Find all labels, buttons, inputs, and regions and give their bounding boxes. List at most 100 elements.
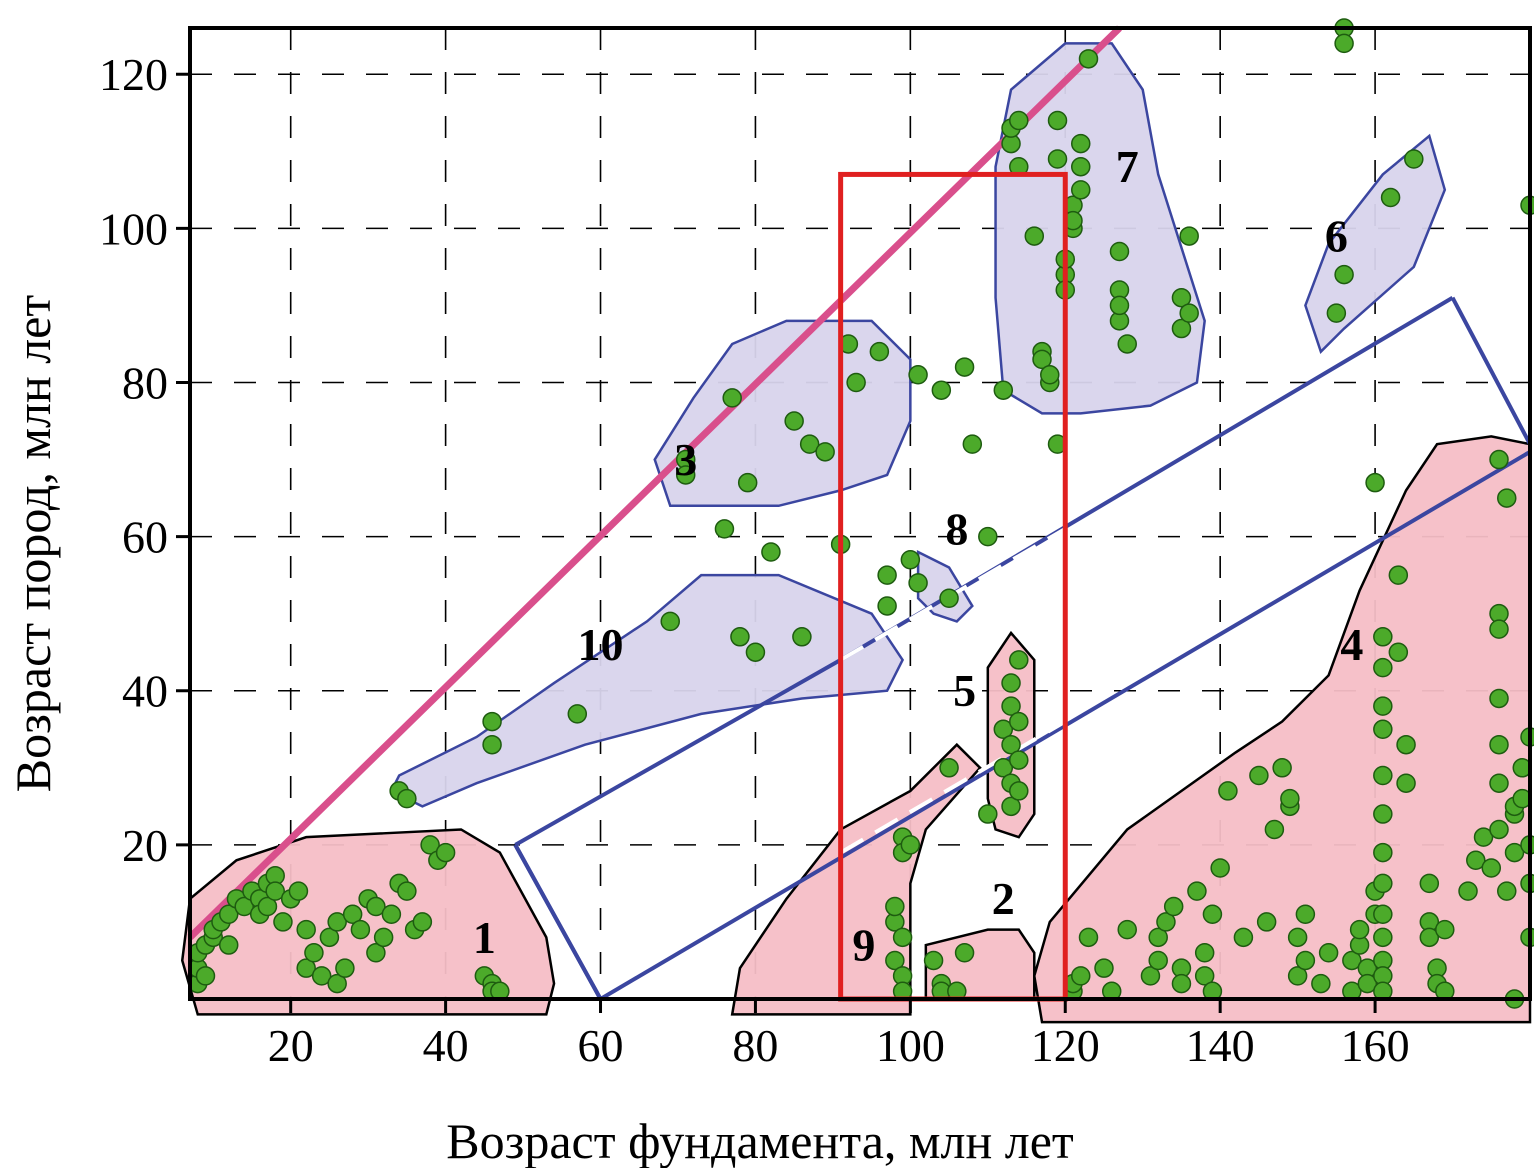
- region-3-polygon: [653, 319, 912, 508]
- data-point: [1218, 781, 1238, 801]
- data-point: [978, 526, 998, 547]
- data-point: [1171, 973, 1192, 994]
- data-point: [366, 943, 386, 963]
- data-point: [1334, 33, 1354, 54]
- data-point: [319, 927, 340, 948]
- data-point: [1520, 835, 1534, 855]
- data-point: [1264, 819, 1285, 840]
- data-point: [1249, 765, 1269, 786]
- data-point: [885, 950, 905, 971]
- data-point: [1194, 966, 1215, 986]
- data-point: [1009, 750, 1029, 770]
- region-6-label: 6: [1325, 210, 1348, 261]
- data-point: [954, 357, 975, 377]
- data-point: [737, 472, 758, 493]
- data-point: [1520, 195, 1534, 215]
- data-point: [1233, 927, 1254, 948]
- plot-frame: [188, 26, 1532, 1001]
- data-point: [482, 734, 502, 755]
- data-point: [1171, 318, 1192, 339]
- data-point: [420, 835, 440, 855]
- data-point: [1009, 650, 1029, 670]
- data-point: [908, 365, 928, 385]
- data-point: [1272, 758, 1292, 778]
- x-tick-label: 100: [876, 1020, 945, 1071]
- data-point: [1365, 472, 1385, 493]
- data-point: [1373, 657, 1393, 678]
- data-point: [1117, 334, 1137, 354]
- data-point: [1256, 912, 1277, 932]
- data-point: [1373, 842, 1393, 863]
- data-point: [846, 372, 866, 393]
- data-point: [993, 380, 1014, 400]
- data-point: [993, 758, 1014, 778]
- data-point: [1094, 958, 1114, 978]
- region-10-polygon: [389, 573, 905, 808]
- data-point: [954, 943, 975, 963]
- y-tick-label: 100: [99, 203, 168, 254]
- magenta-line: [187, 25, 1122, 940]
- data-point: [1078, 927, 1099, 948]
- region-4-label: 4: [1340, 619, 1363, 670]
- data-point: [311, 966, 332, 986]
- data-point: [1071, 156, 1091, 177]
- data-point: [1009, 711, 1029, 732]
- data-point: [1435, 919, 1455, 940]
- data-point: [1388, 642, 1409, 662]
- data-point: [1156, 912, 1176, 932]
- y-tick-label: 40: [122, 666, 168, 717]
- data-point: [900, 549, 921, 570]
- band-upper-line-start: [514, 658, 842, 847]
- band-lower-dash: [839, 719, 1067, 855]
- data-point: [885, 896, 905, 917]
- data-point: [1473, 827, 1494, 847]
- data-point: [1489, 819, 1509, 840]
- data-point: [1295, 950, 1316, 971]
- data-point: [265, 881, 285, 901]
- data-point: [1520, 873, 1534, 894]
- data-point: [1373, 873, 1393, 894]
- data-point: [1179, 303, 1199, 323]
- data-point: [342, 904, 363, 924]
- data-point: [1001, 734, 1021, 755]
- data-point: [1373, 904, 1393, 924]
- data-point: [257, 896, 278, 917]
- data-point: [1520, 927, 1534, 948]
- data-point: [1287, 927, 1308, 948]
- data-point: [1419, 873, 1440, 894]
- data-point: [799, 434, 820, 454]
- data-point: [1520, 727, 1534, 747]
- data-point: [1117, 919, 1137, 940]
- data-point: [1373, 696, 1393, 716]
- data-point: [1287, 966, 1308, 986]
- data-point: [296, 958, 316, 978]
- data-point: [1024, 226, 1045, 246]
- data-point: [412, 912, 433, 932]
- data-point: [1504, 842, 1525, 863]
- data-point: [350, 919, 371, 940]
- data-point: [218, 904, 239, 924]
- data-point: [978, 804, 998, 824]
- region-5-label: 5: [953, 665, 976, 716]
- data-point: [1481, 858, 1502, 878]
- data-point: [1396, 773, 1416, 793]
- data-point: [900, 835, 921, 855]
- data-point: [923, 950, 944, 971]
- data-point: [218, 935, 239, 955]
- band-bottom-edge: [513, 843, 603, 1000]
- data-point: [327, 912, 347, 932]
- data-point: [1187, 881, 1207, 901]
- data-point: [373, 927, 394, 948]
- x-tick-label: 80: [732, 1020, 778, 1071]
- data-point: [1458, 881, 1478, 901]
- data-point: [1001, 796, 1021, 817]
- data-point: [792, 627, 812, 647]
- region-polygons: [180, 42, 1532, 1024]
- region-2-label: 2: [992, 873, 1015, 924]
- y-axis-ticks: 20 40 60 80 100 120: [99, 49, 190, 871]
- data-point: [567, 704, 588, 724]
- x-tick-label: 120: [1031, 1020, 1100, 1071]
- data-point: [327, 973, 347, 994]
- data-point: [1047, 149, 1068, 169]
